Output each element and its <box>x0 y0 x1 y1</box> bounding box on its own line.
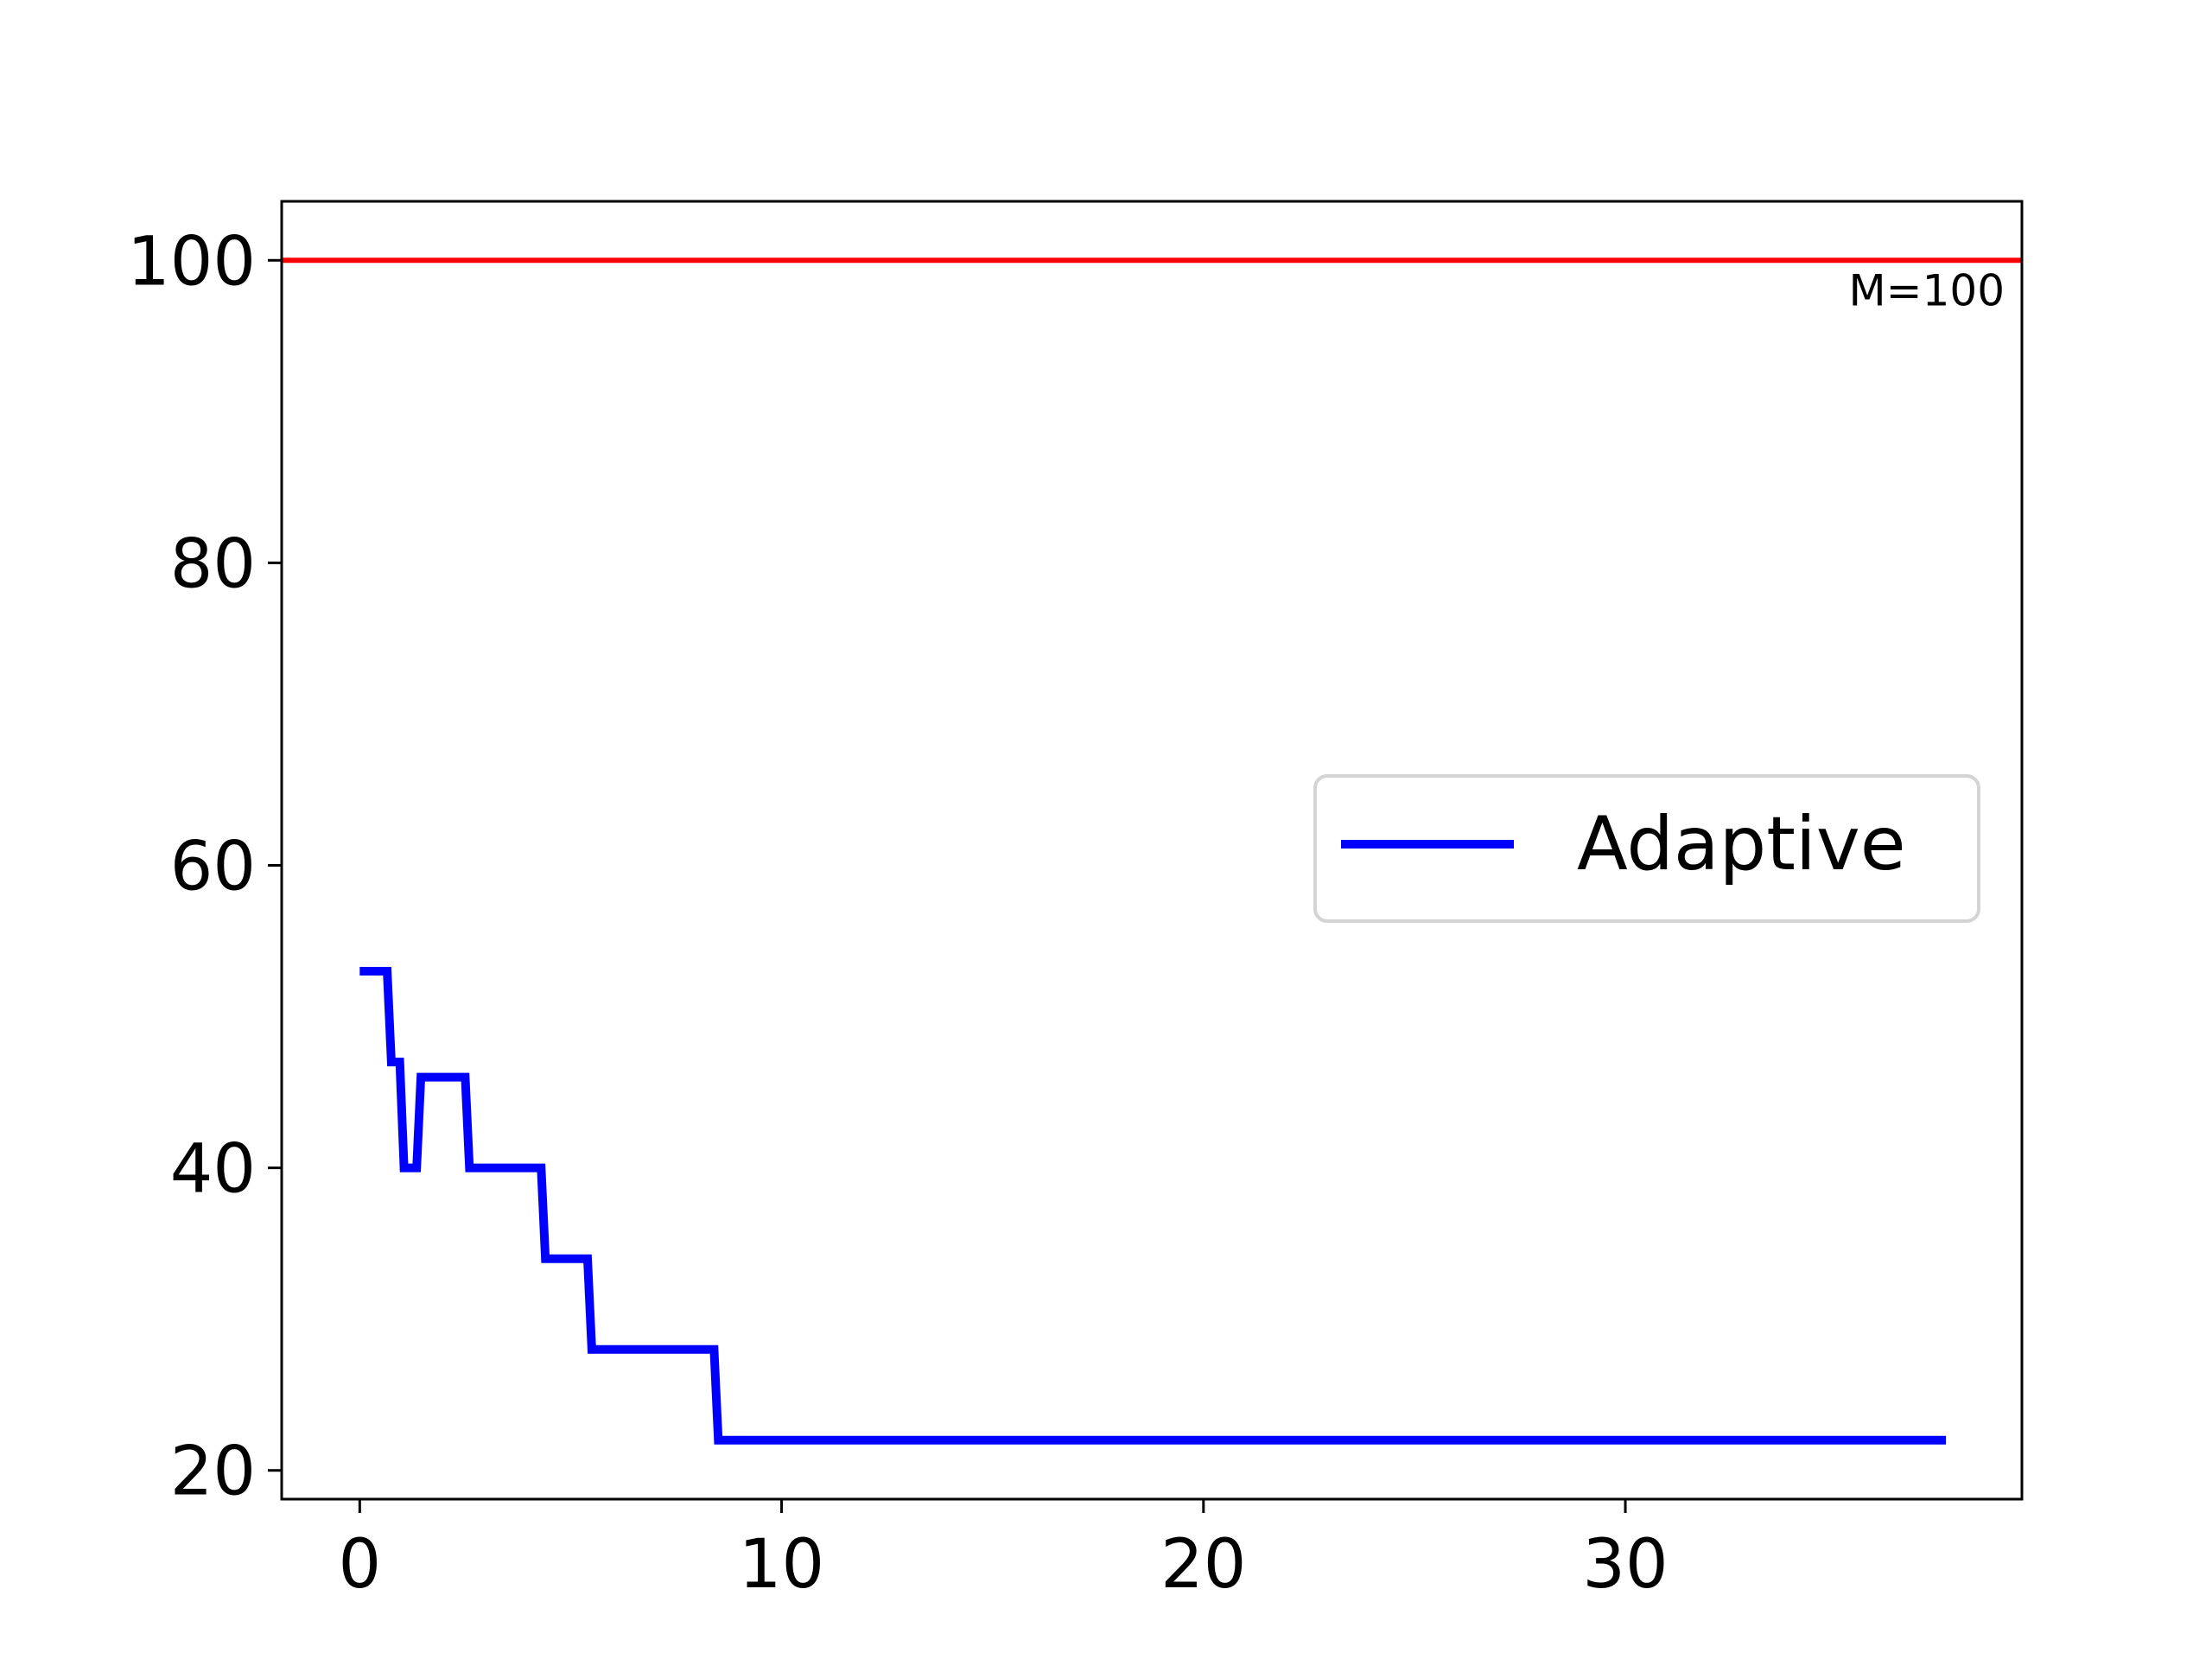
y-tick-label: 100 <box>127 223 256 301</box>
y-tick-label: 40 <box>170 1131 256 1209</box>
x-tick-label: 10 <box>739 1526 824 1604</box>
axis-ticks: 0 10 20 30 20 40 60 80 100 <box>127 223 1669 1604</box>
series-line-adaptive <box>359 967 1947 1445</box>
legend: Adaptive <box>1313 774 1980 923</box>
reference-group: M=100 <box>1849 265 2005 315</box>
x-tick-label: 0 <box>339 1526 382 1604</box>
y-tick-label: 60 <box>170 829 256 906</box>
legend-box <box>1313 774 1980 923</box>
y-tick-label: 20 <box>170 1433 256 1511</box>
plot-marks <box>282 257 2022 1445</box>
y-tick-label: 80 <box>170 525 256 603</box>
x-tick-label: 30 <box>1582 1526 1668 1604</box>
x-tick-label: 20 <box>1160 1526 1246 1604</box>
legend-label-adaptive: Adaptive <box>1577 801 1906 887</box>
axes-frame <box>280 200 2024 1501</box>
reference-line-label: M=100 <box>1849 265 2005 315</box>
